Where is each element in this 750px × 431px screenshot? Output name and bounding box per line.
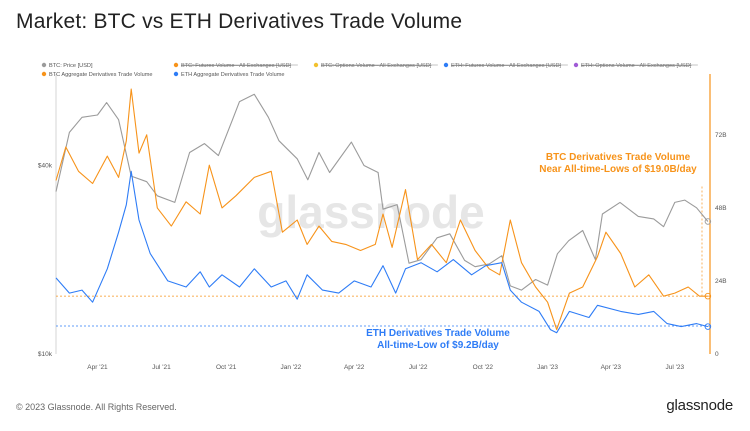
- chart-svg: glassnode BTC: Price [USD] BTC: Futures V…: [38, 62, 727, 371]
- x-tick-label: Jan '23: [537, 364, 558, 371]
- legend-label: BTC: Options Volume - All Exchanges [USD…: [321, 63, 432, 69]
- legend-marker: [573, 62, 579, 68]
- series-end-marker: [704, 218, 712, 225]
- x-tick-label: Apr '21: [87, 364, 108, 371]
- chart-container: glassnode BTC: Price [USD] BTC: Futures V…: [16, 50, 734, 388]
- series-line-eth-aggregate-derivatives-trade-volume: [55, 170, 709, 334]
- x-tick-label: Jan '22: [280, 364, 301, 371]
- legend-marker: [443, 62, 449, 68]
- y-left-tick-label: $40k: [38, 162, 53, 169]
- legend-label: ETH: Futures Volume - All Exchanges [USD…: [451, 63, 561, 69]
- annotation-eth-text: All-time-Low of $9.2B/day: [377, 340, 499, 351]
- series-group: [55, 88, 712, 334]
- x-tick-label: Oct '21: [216, 364, 237, 371]
- y-right-tick-label: 0: [715, 351, 719, 358]
- brand-logo: glassnode: [666, 397, 733, 414]
- axes: $40k $10k 72B 48B 24B 0 Apr '21 Jul '21 Oct '21 J…: [38, 74, 727, 371]
- annotation-btc-text: BTC Derivatives Trade Volume: [546, 152, 691, 163]
- legend: BTC: Price [USD] BTC: Futures Volume - Al…: [41, 62, 698, 78]
- legend-marker: [173, 62, 179, 68]
- reference-lines: [56, 186, 710, 327]
- x-tick-label: Apr '23: [601, 364, 622, 371]
- annotation-btc-text: Near All-time-Lows of $19.0B/day: [539, 164, 697, 175]
- y-left-tick-label: $10k: [38, 351, 53, 358]
- legend-label: BTC: Futures Volume - All Exchanges [USD…: [181, 63, 291, 69]
- series-end-marker: [704, 323, 712, 330]
- x-tick-label: Jul '21: [152, 364, 171, 371]
- y-right-tick-label: 48B: [715, 205, 727, 212]
- series-line-btc-price-usd: [55, 93, 709, 291]
- legend-marker: [41, 62, 47, 68]
- series-line-btc-aggregate-derivatives-trade-volume: [55, 88, 708, 331]
- legend-label: ETH Aggregate Derivatives Trade Volume: [181, 72, 285, 78]
- legend-label: BTC: Price [USD]: [49, 63, 93, 69]
- watermark-text: glassnode: [257, 186, 485, 238]
- annotation-eth-text: ETH Derivatives Trade Volume: [366, 328, 510, 339]
- y-right-tick-label: 24B: [715, 278, 727, 285]
- legend-label: BTC Aggregate Derivatives Trade Volume: [49, 72, 153, 78]
- series-end-marker: [704, 292, 712, 300]
- x-tick-label: Jul '22: [409, 364, 428, 371]
- legend-marker: [313, 62, 319, 68]
- x-tick-label: Jul '23: [666, 364, 685, 371]
- y-right-tick-label: 72B: [715, 132, 727, 139]
- x-tick-label: Apr '22: [344, 364, 365, 371]
- legend-marker: [41, 71, 47, 77]
- legend-label: ETH: Options Volume - All Exchanges [USD…: [581, 63, 692, 69]
- x-tick-label: Oct '22: [473, 364, 494, 371]
- footer-copyright: © 2023 Glassnode. All Rights Reserved.: [16, 402, 177, 412]
- page-title: Market: BTC vs ETH Derivatives Trade Vol…: [16, 10, 463, 33]
- legend-marker: [173, 71, 179, 77]
